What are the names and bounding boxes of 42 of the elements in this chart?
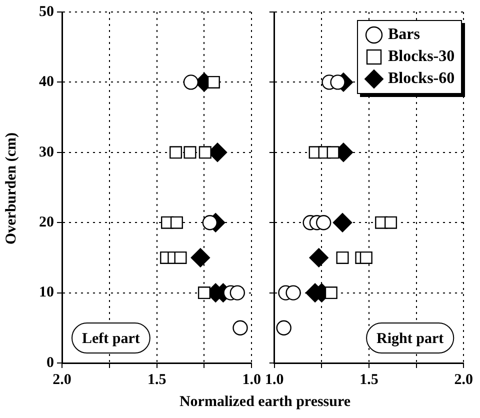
point: [276, 320, 292, 336]
point: [336, 251, 349, 264]
x-tick-label: 1.0: [265, 372, 284, 388]
x-tick-label: 2.0: [52, 372, 72, 388]
y-tick-label: 0: [46, 354, 54, 371]
point: [332, 213, 352, 232]
legend-label: Blocks-30: [388, 47, 455, 67]
x-tick-label: 1.5: [147, 372, 166, 388]
point: [183, 74, 199, 90]
y-tick-label: 30: [39, 144, 54, 160]
point: [170, 146, 182, 159]
y-tick-label: 40: [39, 74, 54, 90]
point: [324, 286, 338, 300]
y-tick-label: 10: [39, 284, 54, 301]
legend-label: Bars: [388, 25, 420, 45]
x-tick-label: 1.5: [360, 372, 378, 388]
x-tick-label: 1.0: [242, 372, 261, 388]
y-tick-label: 20: [39, 214, 54, 230]
y-axis-title: Overburden (cm): [4, 131, 20, 247]
x-axis-title: Normalized earth pressure: [178, 394, 352, 411]
point: [190, 248, 210, 268]
point: [384, 216, 398, 229]
point: [198, 286, 210, 300]
point: [326, 146, 340, 159]
point: [232, 320, 248, 336]
y-tick-label: 50: [39, 4, 54, 20]
point: [330, 74, 346, 90]
point: [202, 215, 218, 230]
point: [309, 248, 328, 268]
point: [170, 216, 183, 229]
point: [198, 146, 212, 159]
annotation: Left part: [82, 330, 140, 347]
point: [207, 76, 220, 88]
point: [230, 285, 246, 300]
x-tick-label: 2.0: [454, 372, 473, 388]
point: [360, 251, 372, 264]
point: [316, 215, 332, 230]
legend-label: Blocks-60: [388, 69, 455, 89]
point: [286, 285, 301, 300]
point: [184, 146, 196, 159]
annotation: Right part: [376, 330, 444, 347]
point: [174, 251, 187, 264]
